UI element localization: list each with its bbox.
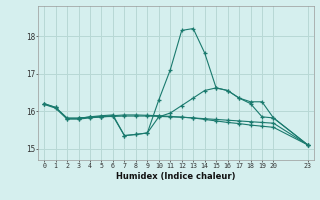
X-axis label: Humidex (Indice chaleur): Humidex (Indice chaleur): [116, 172, 236, 181]
